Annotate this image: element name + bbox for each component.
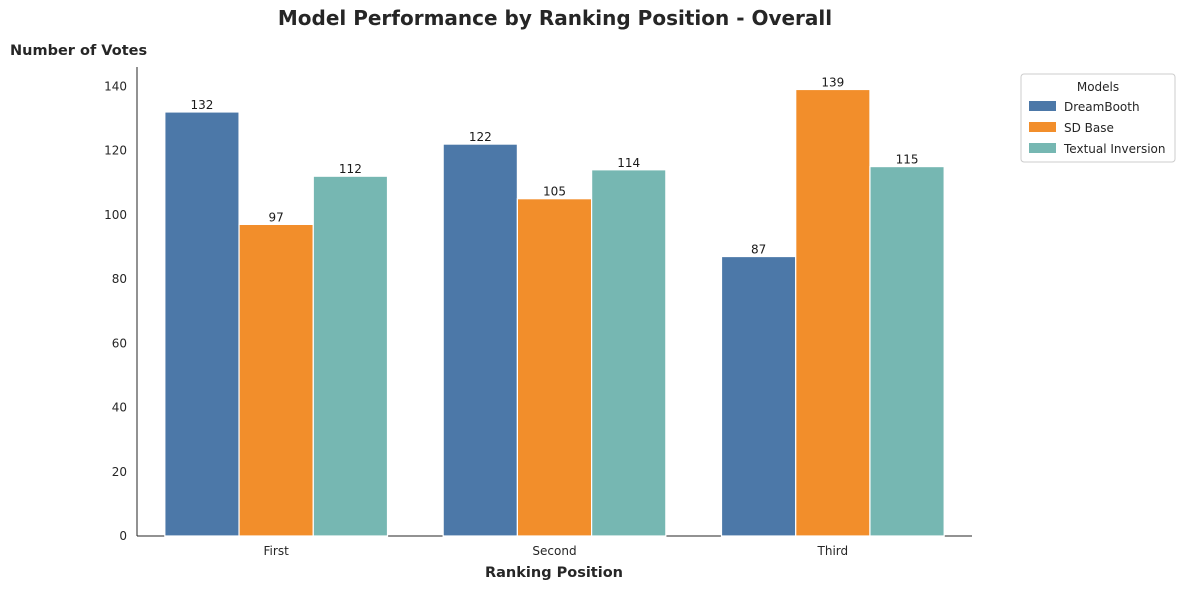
y-tick-label: 20 <box>112 465 127 479</box>
y-tick-label: 120 <box>104 144 127 158</box>
data-label: 112 <box>339 162 362 176</box>
y-axis-title: Number of Votes <box>10 43 147 59</box>
bar-dreambooth <box>442 143 518 537</box>
y-tick-label: 40 <box>112 401 127 415</box>
plot-area: 0 20 40 60 80 100 120 140 First 132 97 112 Second 122… <box>104 67 972 558</box>
y-tick-label: 0 <box>119 529 127 543</box>
bar-dreambooth <box>164 111 240 537</box>
data-label: 132 <box>190 98 213 112</box>
legend-title: Models <box>1077 80 1119 94</box>
legend-box <box>1020 73 1176 163</box>
x-tick-label: Second <box>532 544 576 558</box>
bar-sd-base <box>516 198 593 537</box>
legend-label: Textual Inversion <box>1063 142 1165 156</box>
legend-swatch <box>1029 143 1056 153</box>
x-tick-label: Third <box>817 544 849 558</box>
bar-textual-inversion <box>869 165 945 537</box>
y-tick-label: 140 <box>104 79 127 93</box>
y-tick-label: 60 <box>112 336 127 350</box>
data-label: 115 <box>896 153 919 167</box>
legend: Models DreamBooth SD Base Textual Inversion <box>1020 73 1176 163</box>
y-tick-label: 100 <box>104 208 127 222</box>
legend-label: SD Base <box>1064 121 1114 135</box>
x-tick-label: First <box>264 544 290 558</box>
legend-label: DreamBooth <box>1064 100 1140 114</box>
y-tick-label: 80 <box>112 272 127 286</box>
data-label: 122 <box>469 130 492 144</box>
bar-sd-base <box>238 223 314 537</box>
bar-dreambooth <box>720 255 797 537</box>
legend-swatch <box>1029 101 1056 111</box>
data-label: 105 <box>543 185 566 199</box>
legend-swatch <box>1029 122 1056 132</box>
chart-title: Model Performance by Ranking Position - … <box>277 6 833 30</box>
data-label: 114 <box>617 156 640 170</box>
bar-textual-inversion <box>312 175 389 537</box>
data-label: 97 <box>269 210 284 224</box>
x-axis-title: Ranking Position <box>485 565 623 581</box>
data-label: 87 <box>751 243 766 257</box>
bar-textual-inversion <box>591 169 667 537</box>
data-label: 139 <box>821 75 844 89</box>
bar-sd-base <box>795 88 871 537</box>
